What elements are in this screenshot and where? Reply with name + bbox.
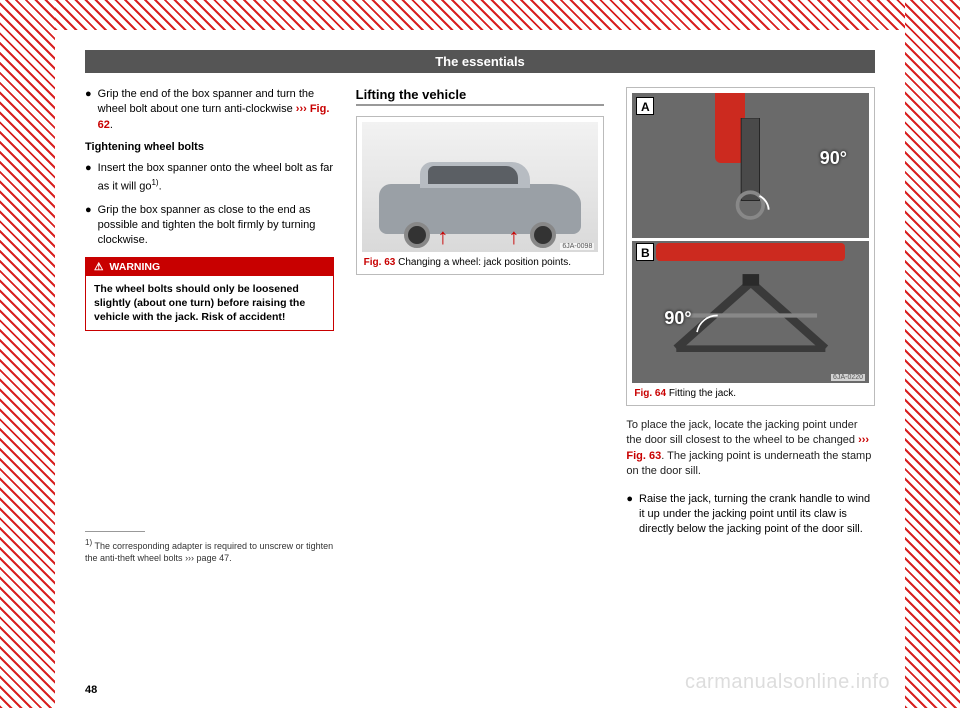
figure-label: Fig. 64 xyxy=(634,388,666,399)
warning-body: The wheel bolts should only be loosened … xyxy=(86,276,333,331)
spacer xyxy=(85,331,334,511)
sub-heading: Tightening wheel bolts xyxy=(85,141,334,153)
panel-label-a: A xyxy=(636,97,654,115)
figure-63-image: ↑ ↑ 6JA-0098 xyxy=(362,122,599,252)
figure-64-caption: Fig. 64 Fitting the jack. xyxy=(632,383,869,400)
car-wheel xyxy=(404,222,430,248)
bullet-text: Raise the jack, turning the crank handle… xyxy=(639,492,875,538)
angle-label: 90° xyxy=(820,148,847,169)
column-layout: ● Grip the end of the box spanner and tu… xyxy=(85,87,875,565)
footnote-text: . xyxy=(229,553,232,563)
hatch-border-top xyxy=(55,0,905,30)
image-code: 6JA-0220 xyxy=(831,374,865,381)
text-fragment: Insert the box spanner onto the wheel bo… xyxy=(98,162,333,192)
section-title: Lifting the vehicle xyxy=(356,87,605,106)
figure-63-caption: Fig. 63 Changing a wheel: jack position … xyxy=(362,252,599,269)
jack-frame xyxy=(668,268,834,363)
hatch-border-left xyxy=(0,0,55,708)
footnote-marker: 1) xyxy=(151,178,158,187)
figure-caption-text: Changing a wheel: jack position points. xyxy=(398,257,571,268)
warning-title: WARNING xyxy=(109,261,160,273)
text-fragment: . xyxy=(159,180,162,192)
bullet-item: ● Grip the box spanner as close to the e… xyxy=(85,203,334,249)
panel-divider xyxy=(632,238,869,241)
warning-box: ⚠ WARNING The wheel bolts should only be… xyxy=(85,257,334,332)
warning-icon: ⚠ xyxy=(94,261,103,273)
body-paragraph: To place the jack, locate the jacking po… xyxy=(626,418,875,480)
section-header: The essentials xyxy=(85,50,875,73)
figure-64-image: A 90° B xyxy=(632,93,869,383)
bullet-dot: ● xyxy=(85,87,92,133)
bullet-item: ● Insert the box spanner onto the wheel … xyxy=(85,161,334,194)
page-reference: ››› page 47 xyxy=(185,553,229,563)
figure-caption-text: Fitting the jack. xyxy=(669,388,736,399)
hatch-border-right xyxy=(905,0,960,708)
figure-63: ↑ ↑ 6JA-0098 Fig. 63 Changing a wheel: j… xyxy=(356,116,605,275)
bullet-text: Insert the box spanner onto the wheel bo… xyxy=(98,161,334,194)
text-fragment: To place the jack, locate the jacking po… xyxy=(626,419,858,446)
footnote-rule xyxy=(85,531,145,532)
column-2: Lifting the vehicle ↑ ↑ 6JA-0098 Fig. 63 xyxy=(356,87,605,565)
text-fragment: . xyxy=(110,119,113,131)
bullet-text: Grip the box spanner as close to the end… xyxy=(98,203,334,249)
text-bold: one xyxy=(181,103,199,115)
bullet-dot: ● xyxy=(85,203,92,249)
red-component xyxy=(656,243,845,261)
panel-label-b: B xyxy=(636,243,654,261)
watermark: carmanualsonline.info xyxy=(685,671,890,694)
car-silhouette xyxy=(379,184,580,234)
arrow-up-icon: ↑ xyxy=(508,224,519,250)
page-content: The essentials ● Grip the end of the box… xyxy=(55,30,905,708)
bullet-dot: ● xyxy=(626,492,633,538)
car-window xyxy=(428,166,519,184)
figure-64: A 90° B xyxy=(626,87,875,406)
bullet-text: Grip the end of the box spanner and turn… xyxy=(98,87,334,133)
column-3: A 90° B xyxy=(626,87,875,565)
column-1: ● Grip the end of the box spanner and tu… xyxy=(85,87,334,565)
bullet-item: ● Grip the end of the box spanner and tu… xyxy=(85,87,334,133)
page-number: 48 xyxy=(85,684,97,696)
angle-label: 90° xyxy=(664,308,691,329)
warning-header: ⚠ WARNING xyxy=(86,258,333,276)
image-code: 6JA-0098 xyxy=(560,243,594,250)
footnote: 1) The corresponding adapter is required… xyxy=(85,538,334,564)
arrow-up-icon: ↑ xyxy=(437,224,448,250)
figure-label: Fig. 63 xyxy=(364,257,396,268)
jack-detail-top xyxy=(703,118,798,228)
bullet-item: ● Raise the jack, turning the crank hand… xyxy=(626,492,875,538)
car-wheel xyxy=(530,222,556,248)
text-fragment: . The jacking point is underneath the st… xyxy=(626,450,871,477)
bullet-dot: ● xyxy=(85,161,92,194)
text-fragment: turn anti-clockwise xyxy=(199,103,296,115)
